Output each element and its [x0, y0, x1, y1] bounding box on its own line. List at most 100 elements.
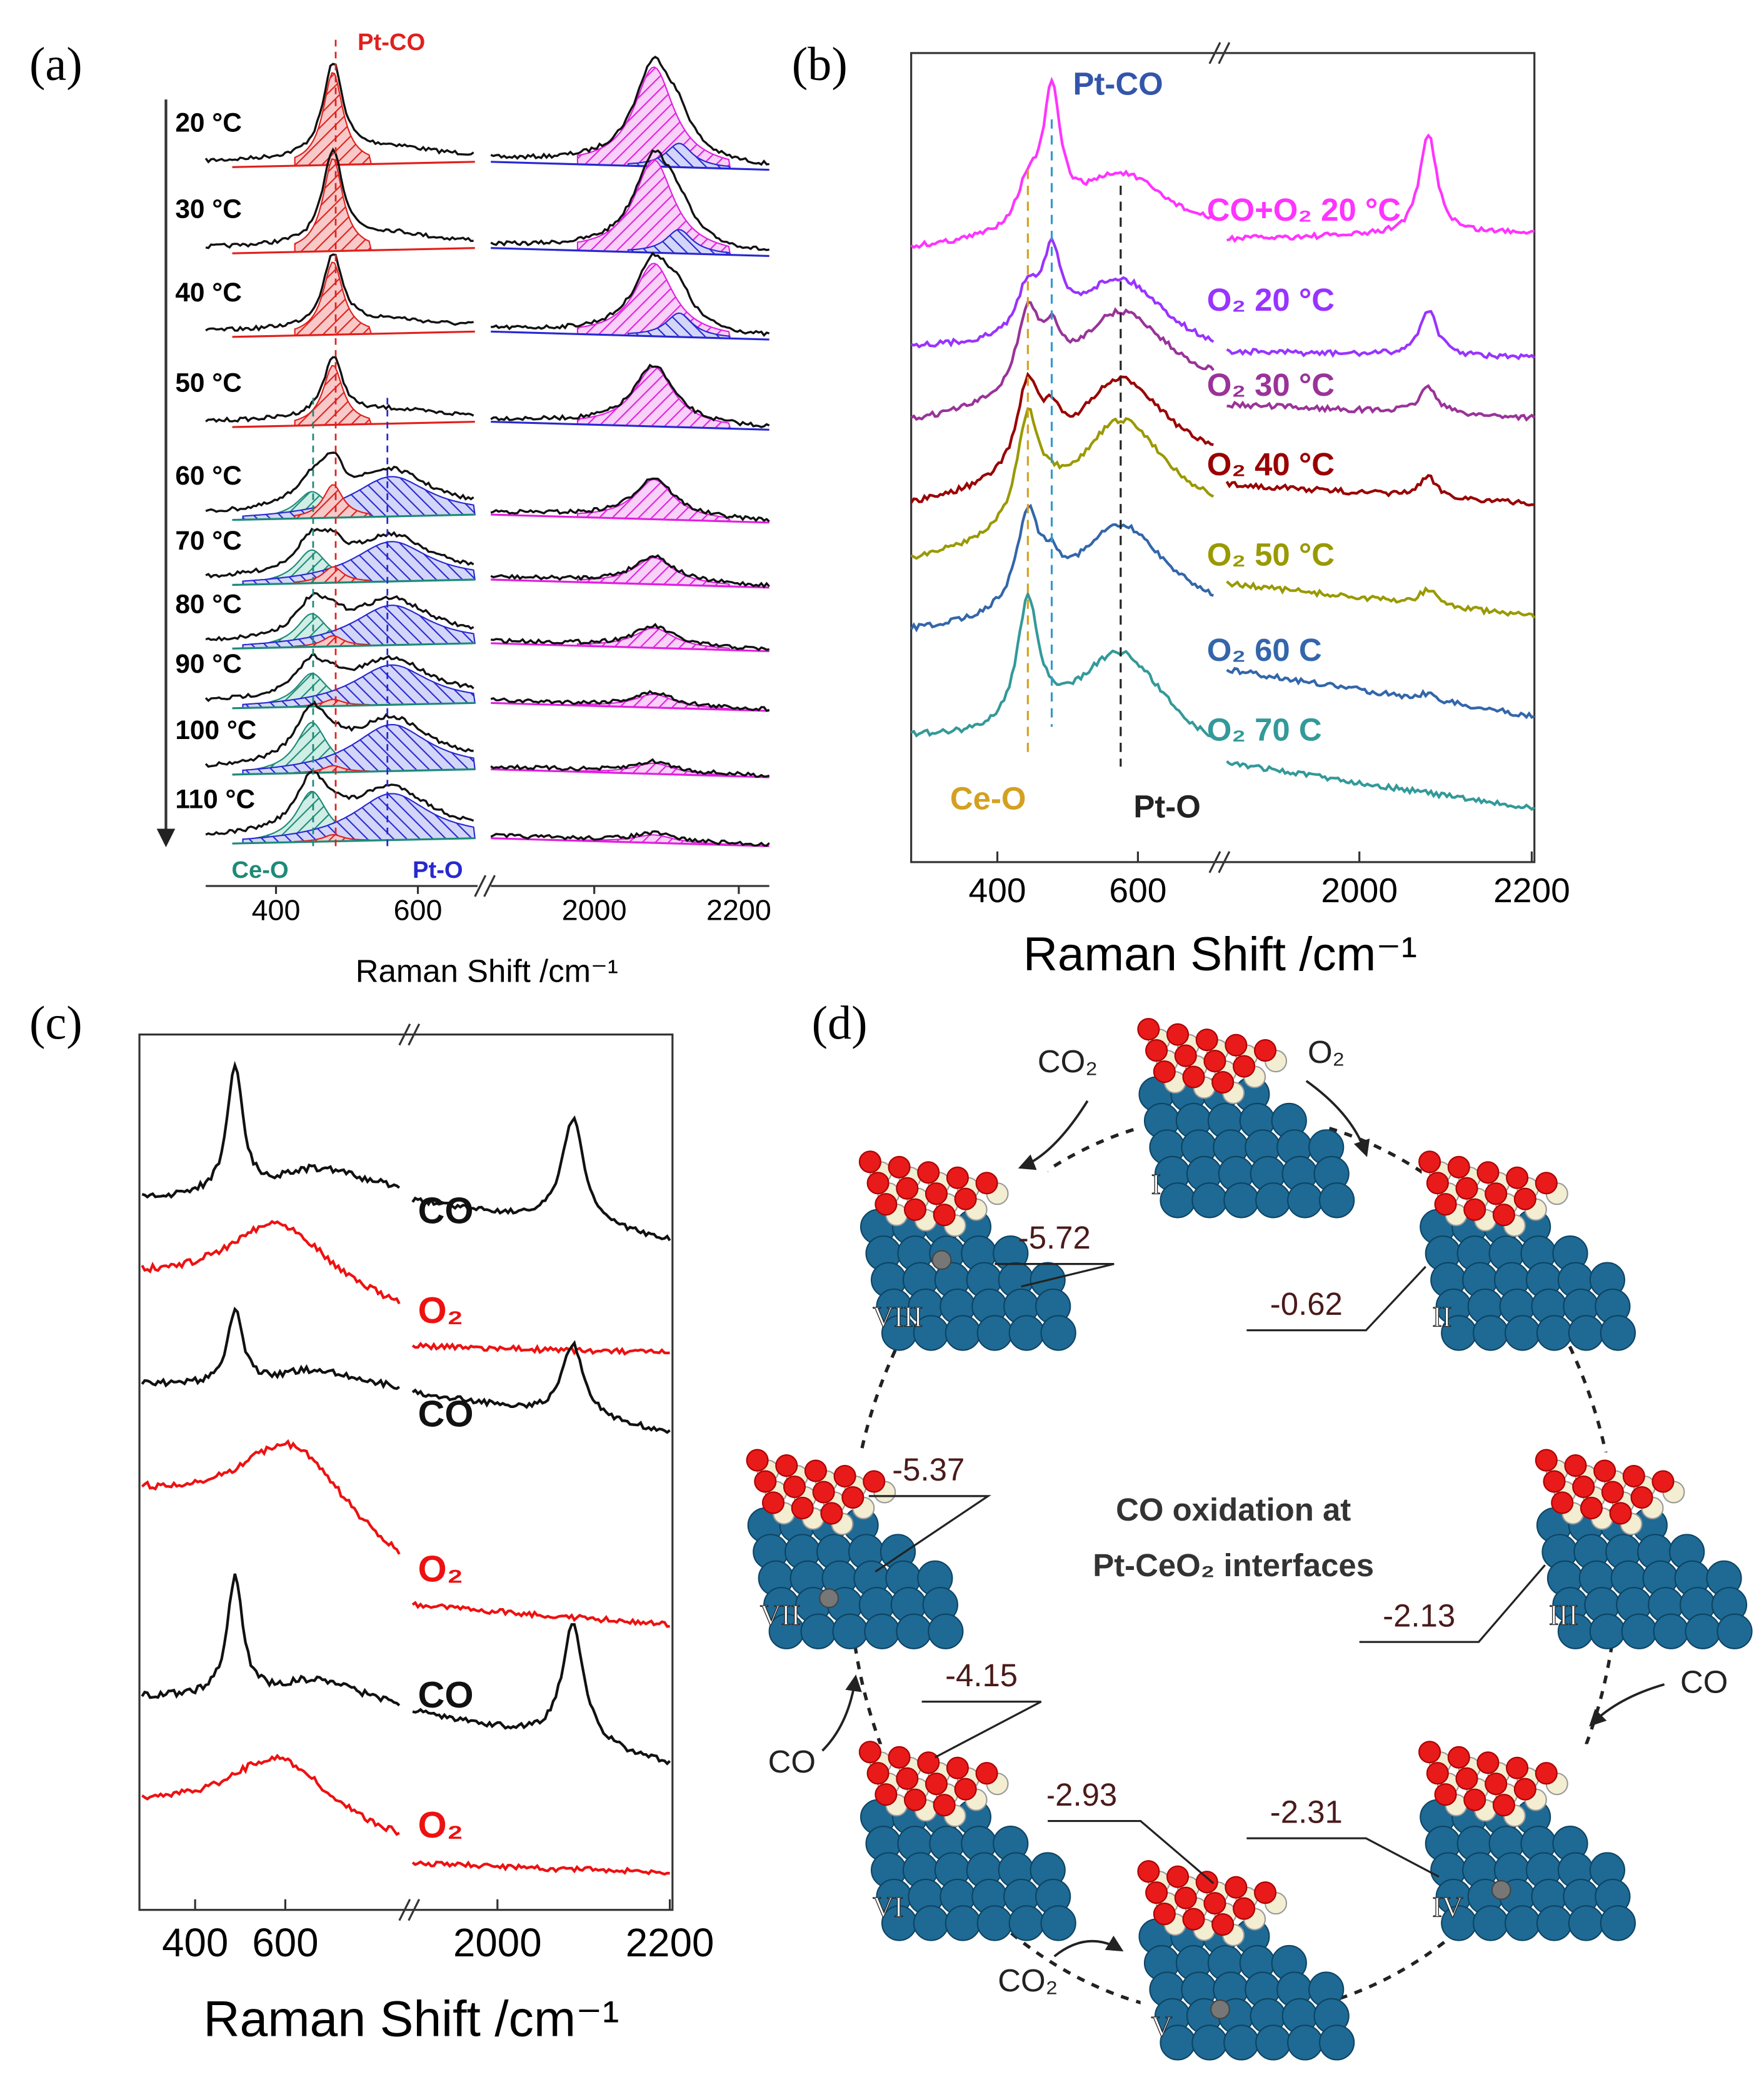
energy-label: -2.93 [1045, 1777, 1117, 1813]
co-component [576, 478, 731, 523]
spectrum [490, 363, 770, 428]
o-atom [1233, 1055, 1256, 1078]
o-atom [1485, 1182, 1508, 1205]
x-tick-label: 600 [394, 893, 443, 926]
pt-atom [1008, 1905, 1045, 1941]
baseline [232, 420, 475, 428]
o-atom [1485, 1773, 1508, 1796]
pt-o-component [242, 664, 476, 709]
o-atom [1426, 1762, 1449, 1785]
pt-atom [1191, 2024, 1228, 2061]
spectrum [910, 235, 1215, 349]
spectrum [204, 63, 474, 164]
o-atom [1182, 1065, 1205, 1089]
pt-atom [928, 1613, 964, 1649]
o-atom [874, 1783, 898, 1806]
o-atom [954, 1187, 977, 1210]
o-atom [954, 1778, 977, 1801]
pt-atom [1685, 1613, 1721, 1649]
state-numeral: I [1151, 1168, 1161, 1200]
shoulder-component [627, 312, 731, 339]
temperature-label: 60 °C [175, 461, 242, 490]
o-atom [1630, 1486, 1653, 1509]
pt-atom [1536, 1905, 1573, 1941]
o-atom [1463, 1788, 1486, 1811]
o-atom [925, 1182, 948, 1205]
panel-label: (b) [792, 38, 848, 91]
o-atom [775, 1454, 798, 1477]
o-atom [783, 1475, 806, 1499]
o-atom [762, 1491, 785, 1514]
spectrum [1225, 474, 1535, 507]
temperature-label: 50 °C [175, 368, 242, 397]
trace-label: CO [418, 1392, 474, 1434]
pt-atom [1589, 1613, 1626, 1649]
structure: VIII [858, 1150, 1076, 1351]
o-atom [863, 1470, 886, 1493]
spectrum [490, 55, 769, 166]
o-atom [866, 1172, 890, 1195]
structure: VII [746, 1449, 964, 1649]
plot-frame [910, 52, 1536, 863]
o-atom [1434, 1193, 1457, 1216]
c-atom [1210, 1999, 1230, 2019]
o-atom [1506, 1756, 1529, 1779]
trace-label: O₂ [418, 1547, 464, 1589]
energy-callout [868, 1495, 991, 1573]
baseline [491, 837, 769, 847]
pt-atom [1287, 1182, 1323, 1219]
energy-callout [1246, 1837, 1440, 1878]
o-atom [812, 1481, 835, 1504]
c-atom [819, 1588, 839, 1609]
temperature-label: 30 °C [175, 194, 242, 223]
co-component [576, 263, 731, 339]
spectrum [204, 653, 474, 703]
o-atom [1145, 1039, 1168, 1062]
pt-atom [832, 1613, 868, 1649]
pt-atom [1255, 1182, 1291, 1219]
energy-callout [1021, 1819, 1215, 1884]
o-atom [917, 1161, 940, 1184]
o-atom [933, 1204, 956, 1227]
o-atom [874, 1193, 898, 1216]
o-atom [1513, 1778, 1536, 1801]
o-atom [858, 1741, 881, 1764]
x-axis-label: Raman Shift /cm⁻¹ [1023, 928, 1417, 981]
temperature-label: 90 °C [175, 649, 242, 678]
trace-label: O₂ 40 °C [1207, 446, 1335, 482]
pt-co-component [294, 365, 373, 427]
o-atom [1153, 1903, 1176, 1926]
energy-callout [1359, 1564, 1546, 1643]
spectrum [411, 1340, 671, 1434]
pt-atom [1716, 1613, 1753, 1649]
spectrum [910, 300, 1215, 421]
spectrum [205, 591, 474, 642]
state-numeral: V [1151, 2010, 1173, 2043]
o-atom [888, 1746, 911, 1769]
energy-label: -0.62 [1270, 1286, 1343, 1322]
spectrum [205, 527, 474, 579]
molecule-label: CO₂ [1038, 1044, 1098, 1079]
pt-atom [1008, 1315, 1045, 1351]
pt-o-component [242, 605, 476, 649]
pt-atom [1653, 1613, 1689, 1649]
pt-co-component [294, 158, 373, 253]
o-atom [1195, 1871, 1218, 1894]
o-atom [896, 1177, 919, 1200]
pt-atom [1318, 1182, 1355, 1219]
pt-atom [1568, 1905, 1605, 1941]
pt-atom [1473, 1905, 1509, 1941]
c-atom [931, 1250, 952, 1270]
spectrum [491, 251, 770, 337]
spectrum [1226, 384, 1536, 422]
pt-atom [864, 1613, 900, 1649]
x-tick-label: 2000 [453, 1921, 542, 1965]
o-atom [1601, 1481, 1624, 1504]
spectrum [412, 1623, 671, 1766]
o-atom [791, 1496, 814, 1519]
pt-atom [1160, 1182, 1196, 1219]
o-atom [1166, 1023, 1190, 1046]
trace-label: O₂ 50 °C [1207, 536, 1335, 572]
spectrum [411, 1341, 670, 1356]
